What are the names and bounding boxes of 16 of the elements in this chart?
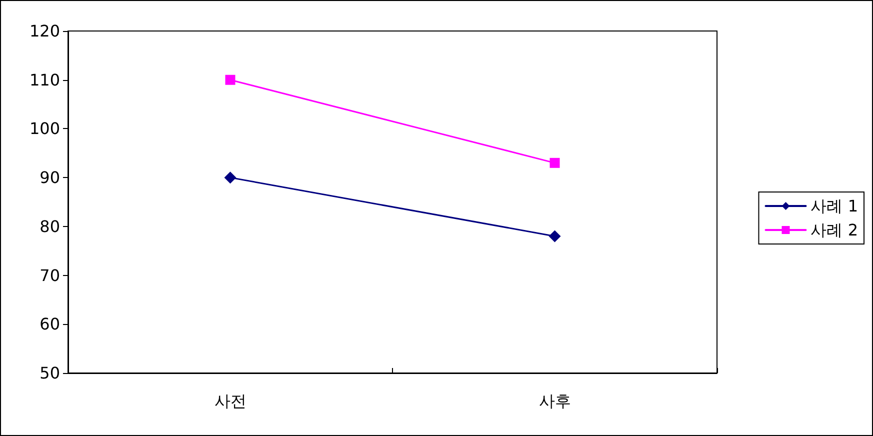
x-tick-label: 사후: [538, 392, 571, 410]
point: [548, 230, 561, 242]
point: [550, 158, 560, 168]
point: [225, 74, 236, 85]
y-tick-label: 60: [40, 314, 60, 334]
y-tick-label: 120: [29, 22, 60, 40]
legend-label: 사례 1: [810, 196, 858, 216]
point: [224, 172, 236, 184]
y-tick-label: 70: [40, 266, 60, 285]
y-tick-label: 110: [29, 70, 60, 90]
y-tick-label: 80: [40, 216, 60, 236]
y-tick-label: 90: [40, 168, 60, 188]
legend-label: 사례 2: [810, 220, 858, 240]
x-tick-label: 사전: [214, 392, 246, 410]
y-tick-label: 50: [40, 364, 60, 382]
y-tick-label: 100: [29, 119, 60, 138]
